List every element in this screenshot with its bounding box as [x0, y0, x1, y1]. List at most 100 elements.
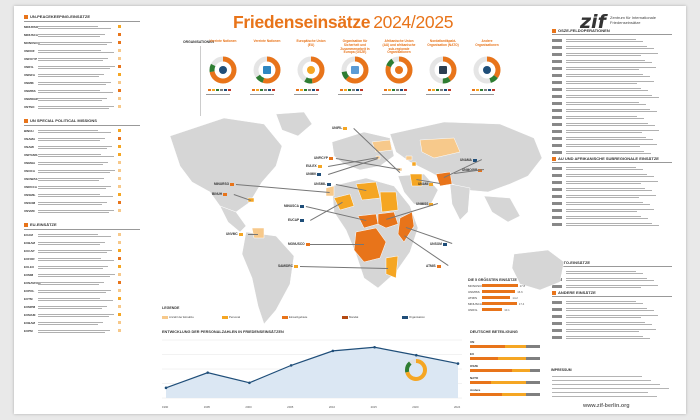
mission-row[interactable]: [552, 299, 662, 307]
map-mission-label[interactable]: MONUSCO: [288, 242, 310, 246]
mission-row[interactable]: [552, 334, 662, 342]
chart-point[interactable]: [373, 345, 376, 349]
mission-row[interactable]: [552, 165, 662, 173]
mission-row[interactable]: [552, 114, 662, 122]
mission-row[interactable]: [552, 186, 662, 194]
mission-row[interactable]: [552, 320, 662, 328]
mission-row[interactable]: [552, 93, 662, 101]
mission-row[interactable]: [552, 100, 662, 108]
map-mission-label[interactable]: SAMIDRC: [278, 264, 298, 268]
map-mission-label[interactable]: UNSMIL: [314, 182, 332, 186]
mission-row[interactable]: [552, 37, 662, 45]
mission-row[interactable]: UNRCCA: [24, 184, 121, 192]
mission-row[interactable]: [552, 79, 662, 87]
mission-row[interactable]: EUPOL: [24, 288, 121, 296]
mission-row[interactable]: UNAMI: [24, 144, 121, 152]
chart-point[interactable]: [164, 386, 168, 390]
footer-url[interactable]: www.zif-berlin.org: [583, 403, 630, 409]
mission-row[interactable]: UNFICYP: [24, 56, 121, 64]
mission-row[interactable]: UNMHA: [24, 160, 121, 168]
mission-row[interactable]: UNSMIL: [24, 192, 121, 200]
mission-row[interactable]: [552, 193, 662, 201]
mission-row[interactable]: [552, 221, 662, 229]
mission-row[interactable]: EUMM: [24, 272, 121, 280]
map-mission-label[interactable]: BINUH: [212, 192, 228, 196]
mission-row[interactable]: [552, 121, 662, 129]
mission-row[interactable]: [552, 142, 662, 150]
mission-row[interactable]: UNMOGIP: [24, 96, 121, 104]
mission-row[interactable]: [552, 44, 662, 52]
mission-row[interactable]: UNIFIL: [24, 64, 121, 72]
mission-row[interactable]: EUNAVFOR: [24, 280, 121, 288]
mission-row[interactable]: EUCAP: [24, 248, 121, 256]
mission-row[interactable]: UNISFA: [24, 72, 121, 80]
mission-row[interactable]: UNITAMS: [24, 152, 121, 160]
mission-row[interactable]: [552, 327, 662, 335]
mission-row[interactable]: MINURSO: [24, 24, 121, 32]
mission-row[interactable]: MINUSCA: [24, 32, 121, 40]
mission-row[interactable]: [552, 135, 662, 143]
mission-row[interactable]: [552, 172, 662, 180]
mission-row[interactable]: EUTM: [24, 296, 121, 304]
mission-row[interactable]: [552, 207, 662, 215]
mission-row[interactable]: [552, 283, 662, 291]
mission-row[interactable]: [552, 214, 662, 222]
mission-row[interactable]: [552, 128, 662, 136]
mission-row[interactable]: UNAMA: [24, 136, 121, 144]
map-mission-label[interactable]: EUCAP: [288, 218, 305, 222]
map-mission-label[interactable]: UNAMA: [460, 158, 477, 162]
mission-row[interactable]: MONUSCO: [24, 40, 121, 48]
mission-row[interactable]: UNOCA: [24, 168, 121, 176]
mission-row[interactable]: EUAM: [24, 232, 121, 240]
map-mission-label[interactable]: ATMIS: [426, 264, 441, 268]
map-mission-label[interactable]: UNIFIL: [332, 126, 348, 130]
organisation-card[interactable]: Organisation für Sicherheit und Zusammen…: [338, 39, 372, 122]
chart-point[interactable]: [456, 362, 460, 365]
mission-row[interactable]: EUBAM: [24, 240, 121, 248]
mission-row[interactable]: BINUH: [24, 128, 121, 136]
chart-point[interactable]: [206, 371, 210, 374]
mission-row[interactable]: UNMISS: [24, 88, 121, 96]
mission-row[interactable]: EULEX: [24, 264, 121, 272]
map-mission-label[interactable]: UNMIK: [306, 172, 322, 176]
mission-row[interactable]: [552, 51, 662, 59]
organisation-card[interactable]: Europäische Union (EU): [294, 39, 328, 122]
chart-point[interactable]: [289, 364, 293, 367]
mission-row[interactable]: EUMAM: [24, 312, 121, 320]
mission-row[interactable]: UNSOM: [24, 200, 121, 208]
mission-row[interactable]: EUMPM: [24, 304, 121, 312]
mission-row[interactable]: [552, 200, 662, 208]
mission-row[interactable]: [552, 65, 662, 73]
map-mission-label[interactable]: MINUSCA: [284, 204, 304, 208]
organisation-card[interactable]: Nordatlantikpakt-Organisation (NATO): [426, 39, 460, 122]
mission-row[interactable]: UNVMC: [24, 208, 121, 216]
map-mission-label[interactable]: UNFICYP: [314, 156, 333, 160]
mission-row[interactable]: [552, 313, 662, 321]
mission-row[interactable]: UNTSO: [24, 104, 121, 112]
mission-row[interactable]: EUBAM: [24, 320, 121, 328]
map-mission-label[interactable]: MINURSO: [214, 182, 235, 186]
chart-point[interactable]: [414, 353, 418, 357]
mission-row[interactable]: [552, 306, 662, 314]
organisation-card[interactable]: Afrikanische Union (AU) und afrikanische…: [382, 39, 416, 122]
map-mission-label[interactable]: UNSOM: [430, 242, 447, 246]
mission-row[interactable]: [552, 149, 662, 157]
mission-row[interactable]: EUPM: [24, 328, 121, 336]
mission-row[interactable]: UNOWAS: [24, 176, 121, 184]
organisation-card[interactable]: Vereinte Nationen: [206, 39, 240, 122]
map-mission-label[interactable]: UNVMC: [226, 232, 243, 236]
mission-row[interactable]: UNDOF: [24, 48, 121, 56]
chart-point[interactable]: [248, 381, 251, 385]
mission-row[interactable]: [552, 58, 662, 66]
mission-row[interactable]: [552, 107, 662, 115]
organisation-card[interactable]: Vereinte Nationen: [250, 39, 284, 122]
mission-row[interactable]: EUFOR: [24, 256, 121, 264]
chart-point[interactable]: [331, 349, 335, 353]
map-mission-label[interactable]: UNAMI: [418, 182, 434, 186]
mission-row[interactable]: [552, 72, 662, 80]
mission-row[interactable]: [552, 179, 662, 187]
mission-row[interactable]: UNMIK: [24, 80, 121, 88]
mission-row[interactable]: [552, 86, 662, 94]
organisation-card[interactable]: Andere Organisationen: [470, 39, 504, 122]
map-mission-label[interactable]: EULEX: [306, 164, 322, 168]
